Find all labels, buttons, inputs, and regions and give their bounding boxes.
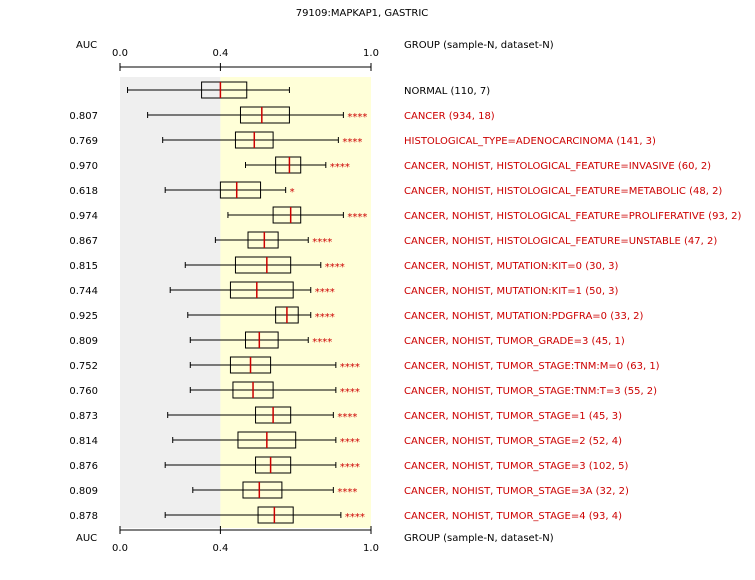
significance-stars: ****	[342, 137, 362, 148]
box-iqr	[242, 481, 283, 499]
group-label: CANCER, NOHIST, TUMOR_STAGE=4 (93, 4)	[404, 511, 622, 522]
box-row: **** 0.809 CANCER, NOHIST, TUMOR_GRADE=3 (…	[69, 331, 625, 349]
group-label: CANCER, NOHIST, HISTOLOGICAL_FEATURE=UNS…	[404, 236, 717, 247]
group-label: CANCER, NOHIST, MUTATION:PDGFRA=0 (33, 2…	[404, 311, 644, 322]
group-label: CANCER, NOHIST, TUMOR_GRADE=3 (45, 1)	[404, 336, 625, 347]
tick-label-top: 0.0	[112, 48, 128, 59]
group-label: CANCER, NOHIST, MUTATION:KIT=0 (30, 3)	[404, 261, 619, 272]
box-iqr	[257, 506, 294, 524]
group-label: CANCER, NOHIST, HISTOLOGICAL_FEATURE=MET…	[404, 186, 722, 197]
auc-value: 0.814	[69, 436, 98, 447]
auc-value: 0.974	[69, 211, 98, 222]
group-label: CANCER, NOHIST, TUMOR_STAGE=3A (32, 2)	[404, 486, 629, 497]
tick-label-bottom: 0.0	[112, 543, 128, 554]
shade-low-region	[120, 77, 221, 528]
box-row: **** 0.752 CANCER, NOHIST, TUMOR_STAGE:TNM…	[69, 356, 660, 374]
significance-stars: ****	[337, 487, 357, 498]
auc-value: 0.815	[69, 261, 98, 272]
chart-title: 79109:MAPKAP1, GASTRIC	[296, 8, 429, 19]
group-label: HISTOLOGICAL_TYPE=ADENOCARCINOMA (141, 3…	[404, 136, 656, 147]
group-header-bottom: GROUP (sample-N, dataset-N)	[404, 533, 554, 544]
auc-value: 0.618	[69, 186, 98, 197]
auc-value: 0.807	[69, 111, 98, 122]
auc-value: 0.809	[69, 336, 98, 347]
significance-stars: ****	[337, 412, 357, 423]
box-iqr	[201, 81, 248, 99]
significance-stars: ****	[345, 512, 365, 523]
box-row: **** 0.744 CANCER, NOHIST, MUTATION:KIT=1 …	[69, 281, 619, 299]
tick-label-bottom: 1.0	[363, 543, 379, 554]
box-row: NORMAL (110, 7)	[127, 81, 490, 99]
auc-value: 0.878	[69, 511, 98, 522]
significance-stars: ****	[347, 112, 367, 123]
significance-stars: ****	[315, 312, 335, 323]
box-row: **** 0.760 CANCER, NOHIST, TUMOR_STAGE:TNM…	[69, 381, 657, 399]
box-iqr	[247, 231, 279, 249]
box-row: **** 0.814 CANCER, NOHIST, TUMOR_STAGE=2 (…	[69, 431, 622, 449]
significance-stars: ****	[325, 262, 345, 273]
auc-value: 0.752	[69, 361, 98, 372]
significance-stars: *	[290, 187, 295, 198]
box-rows: NORMAL (110, 7) **** 0.807 CANCER (934, 18)…	[69, 81, 742, 524]
significance-stars: ****	[347, 212, 367, 223]
significance-stars: ****	[312, 237, 332, 248]
background-shading	[120, 77, 371, 528]
box-row: **** 0.974 CANCER, NOHIST, HISTOLOGICAL_FE…	[69, 206, 742, 224]
box-row: **** 0.873 CANCER, NOHIST, TUMOR_STAGE=1 (…	[69, 406, 622, 424]
significance-stars: ****	[330, 162, 350, 173]
box-iqr	[239, 106, 290, 124]
box-iqr	[219, 181, 262, 199]
group-label: CANCER, NOHIST, MUTATION:KIT=1 (50, 3)	[404, 286, 619, 297]
tick-label-top: 0.4	[212, 48, 228, 59]
box-row: * 0.618 CANCER, NOHIST, HISTOLOGICAL_FEATU…	[69, 181, 722, 199]
auc-value: 0.760	[69, 386, 98, 397]
auc-header-top: AUC	[76, 40, 97, 51]
box-row: **** 0.807 CANCER (934, 18)	[69, 106, 495, 124]
significance-stars: ****	[340, 362, 360, 373]
box-row: **** 0.769 HISTOLOGICAL_TYPE=ADENOCARCINOM…	[69, 131, 656, 149]
box-row: **** 0.876 CANCER, NOHIST, TUMOR_STAGE=3 (…	[69, 456, 628, 474]
shade-high-region	[220, 77, 371, 528]
group-label: CANCER, NOHIST, TUMOR_STAGE:TNM:T=3 (55,…	[404, 386, 657, 397]
box-iqr	[272, 206, 302, 224]
significance-stars: ****	[312, 337, 332, 348]
auc-value: 0.970	[69, 161, 98, 172]
auc-header-bottom: AUC	[76, 533, 97, 544]
box-iqr	[255, 456, 292, 474]
box-row: **** 0.878 CANCER, NOHIST, TUMOR_STAGE=4 (…	[69, 506, 622, 524]
group-label: CANCER, NOHIST, HISTOLOGICAL_FEATURE=PRO…	[404, 211, 742, 222]
box-iqr	[275, 156, 302, 174]
group-label: CANCER (934, 18)	[404, 111, 495, 122]
box-row: **** 0.815 CANCER, NOHIST, MUTATION:KIT=0 …	[69, 256, 619, 274]
box-iqr	[229, 281, 294, 299]
tick-label-bottom: 0.4	[212, 543, 228, 554]
significance-stars: ****	[340, 387, 360, 398]
box-iqr	[234, 256, 292, 274]
significance-stars: ****	[340, 437, 360, 448]
group-header-top: GROUP (sample-N, dataset-N)	[404, 40, 554, 51]
group-label: CANCER, NOHIST, TUMOR_STAGE:TNM:M=0 (63,…	[404, 361, 660, 372]
box-iqr	[245, 331, 279, 349]
box-row: **** 0.925 CANCER, NOHIST, MUTATION:PDGFRA…	[69, 306, 644, 324]
auc-value: 0.744	[69, 286, 98, 297]
box-row: **** 0.809 CANCER, NOHIST, TUMOR_STAGE=3A …	[69, 481, 629, 499]
group-label: NORMAL (110, 7)	[404, 86, 490, 97]
group-label: CANCER, NOHIST, HISTOLOGICAL_FEATURE=INV…	[404, 161, 711, 172]
tick-label-top: 1.0	[363, 48, 379, 59]
auc-value: 0.867	[69, 236, 98, 247]
auc-value: 0.876	[69, 461, 98, 472]
auc-value: 0.769	[69, 136, 98, 147]
significance-stars: ****	[315, 287, 335, 298]
auc-value: 0.809	[69, 486, 98, 497]
box-row: **** 0.970 CANCER, NOHIST, HISTOLOGICAL_FE…	[69, 156, 711, 174]
group-label: CANCER, NOHIST, TUMOR_STAGE=2 (52, 4)	[404, 436, 622, 447]
axes: 0.0 0.4 1.0 0.0 0.4 1.0	[112, 48, 379, 554]
auc-value: 0.873	[69, 411, 98, 422]
significance-stars: ****	[340, 462, 360, 473]
group-label: CANCER, NOHIST, TUMOR_STAGE=3 (102, 5)	[404, 461, 628, 472]
auc-value: 0.925	[69, 311, 98, 322]
box-row: **** 0.867 CANCER, NOHIST, HISTOLOGICAL_FE…	[69, 231, 717, 249]
group-label: CANCER, NOHIST, TUMOR_STAGE=1 (45, 3)	[404, 411, 622, 422]
